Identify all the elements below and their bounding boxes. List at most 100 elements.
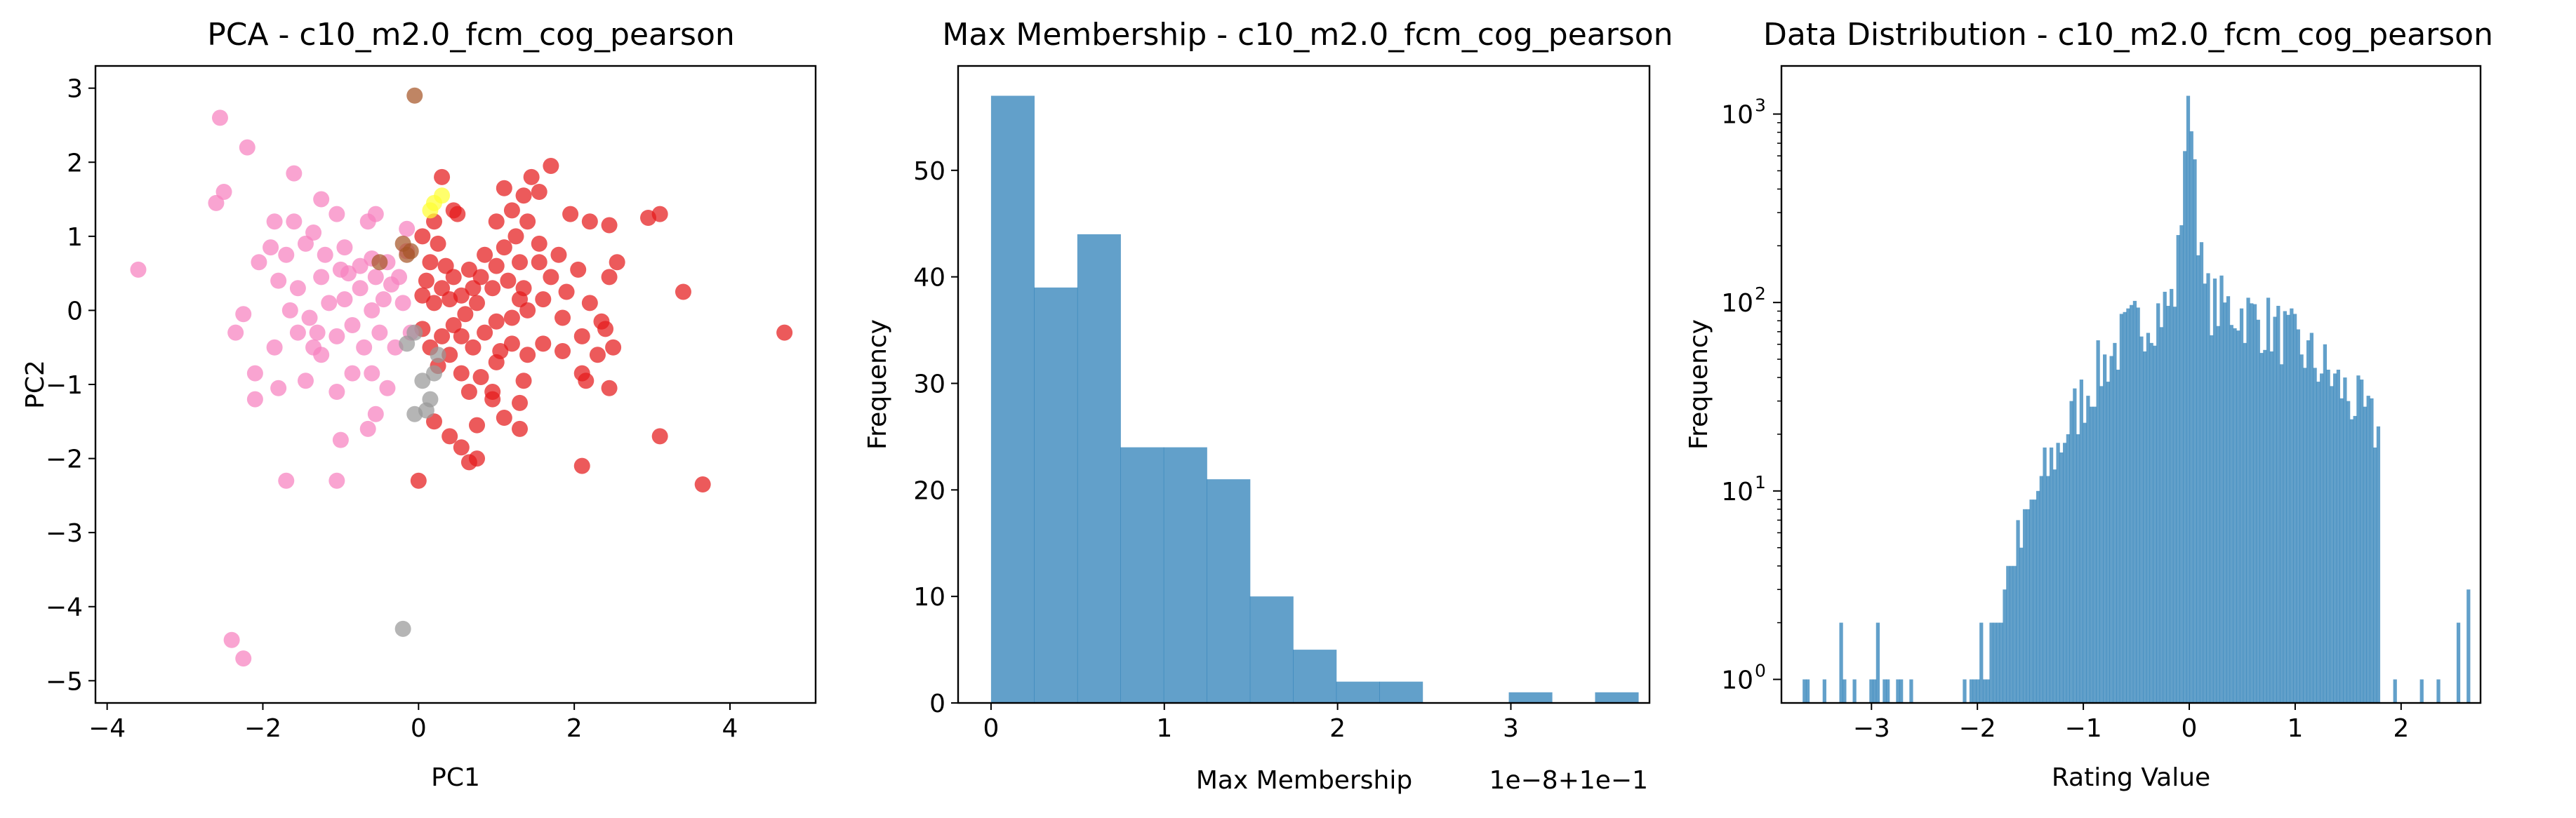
scatter-point [215, 183, 232, 200]
histogram-bar [2330, 386, 2334, 703]
histogram-bar [2236, 330, 2240, 703]
scatter-point [227, 324, 244, 341]
histogram-bar [1976, 679, 1980, 703]
histogram-bar [2123, 311, 2127, 703]
histogram-bar [2283, 311, 2287, 704]
y-tick-exponent: 1 [1755, 472, 1766, 492]
histogram-bar [2212, 279, 2217, 703]
histogram-bar [2029, 499, 2033, 703]
scatter-point [609, 254, 625, 271]
histogram-bar [2033, 499, 2037, 703]
histogram-bar [2226, 296, 2231, 703]
histogram-bar [1822, 679, 1826, 703]
scatter-point [477, 324, 493, 341]
histogram-bar [2163, 291, 2167, 704]
y-tick-label: 0 [929, 690, 945, 718]
scatter-point [297, 235, 314, 252]
histogram-bar [2436, 679, 2441, 703]
scatter-point [441, 428, 458, 445]
histogram-bar [2022, 509, 2027, 703]
scatter-point [472, 269, 489, 286]
scatter-point [453, 439, 470, 456]
x-axis-label: PC1 [431, 763, 480, 792]
histogram-bar [2296, 329, 2300, 703]
scatter-point [589, 347, 606, 363]
scatter-point [597, 321, 614, 337]
histogram-bar [2059, 452, 2064, 703]
histogram-bar [2106, 382, 2111, 703]
scatter-point [309, 324, 326, 341]
histogram-bar [2126, 308, 2130, 703]
histogram-bar [1979, 622, 1984, 703]
scatter-point [449, 206, 466, 222]
scatter-point [488, 313, 505, 330]
scatter-point [651, 428, 668, 445]
scatter-point [555, 342, 571, 359]
histogram-bar [2143, 351, 2147, 703]
scatter-point [472, 368, 489, 385]
y-tick-label: 20 [913, 476, 945, 505]
scatter-point [406, 324, 423, 341]
histogram-bar [2279, 364, 2284, 703]
scatter-point [352, 257, 369, 274]
x-axis-label: Rating Value [2052, 763, 2210, 792]
histogram-bar [1802, 679, 1807, 703]
histogram-bar [2052, 469, 2057, 703]
histogram-bar [2146, 333, 2151, 703]
histogram-bar [1843, 679, 1847, 703]
histogram-bar [2172, 307, 2177, 703]
histogram-bar [1972, 679, 1977, 703]
max-membership-panel: Max Membership - c10_m2.0_fcm_cog_pearso… [863, 17, 1673, 795]
scatter-point [453, 365, 470, 382]
histogram-bar [2363, 406, 2368, 703]
histogram-bar [2306, 340, 2311, 704]
histogram-bar [2009, 565, 2014, 703]
scatter-point [469, 417, 486, 434]
histogram-bar [2046, 476, 2050, 703]
y-axis-label: Frequency [1685, 319, 1713, 450]
scatter-point [581, 295, 598, 311]
histogram-bar [2039, 476, 2043, 703]
scatter-point [414, 287, 431, 304]
histogram-bar [2219, 275, 2224, 703]
histogram-bar [2336, 369, 2341, 703]
scatter-point [356, 339, 373, 356]
scatter-point [453, 287, 470, 304]
scatter-point [336, 291, 353, 308]
y-tick-label: 10 [1721, 666, 1753, 695]
chart-title: PCA - c10_m2.0_fcm_cog_pearson [207, 17, 735, 53]
y-tick-label: 30 [913, 370, 945, 398]
x-tick-label: 0 [983, 714, 999, 743]
histogram-bar [2229, 325, 2233, 703]
scatter-point [601, 269, 618, 286]
scatter-point [523, 168, 540, 185]
histogram-bar [2056, 443, 2060, 703]
histogram-bar [2166, 305, 2170, 703]
histogram-bar [2089, 406, 2094, 703]
histogram-bar [2326, 369, 2330, 703]
scatter-point [414, 373, 431, 389]
histogram-bar [1595, 692, 1639, 703]
histogram-bar [2273, 316, 2277, 703]
plot-frame [94, 65, 817, 704]
scatter-point [488, 257, 505, 274]
scatter-point [391, 269, 408, 286]
histogram-bar [1034, 287, 1078, 704]
x-tick-label: 2 [2393, 714, 2409, 743]
scatter-point [555, 309, 571, 326]
scatter-point [336, 239, 353, 256]
scatter-point [352, 280, 369, 297]
histogram-bar [2092, 406, 2097, 703]
histogram-bar [2012, 565, 2017, 703]
histogram-bar [2250, 303, 2254, 703]
histogram-bar [1982, 679, 1987, 703]
histogram-bar [2259, 353, 2264, 703]
histogram-bar [2419, 679, 2424, 703]
histogram-bar [2210, 335, 2214, 704]
x-tick-label: 1 [2287, 714, 2303, 743]
scatter-point [581, 213, 598, 230]
scatter-point [460, 384, 477, 401]
scatter-point [434, 168, 451, 185]
scatter-point [515, 373, 532, 389]
scatter-point [573, 457, 590, 474]
